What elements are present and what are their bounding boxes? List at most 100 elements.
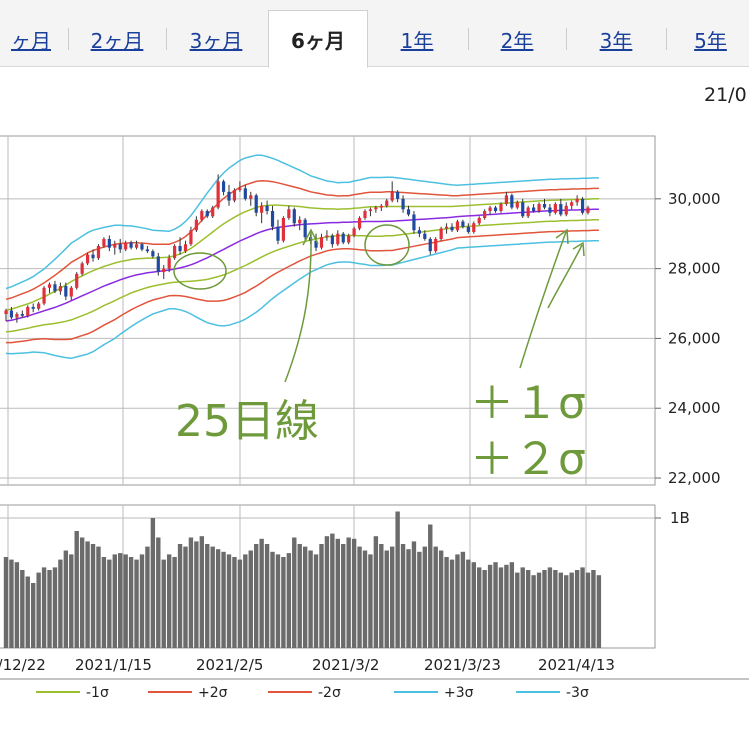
candle-body bbox=[499, 204, 503, 212]
candle-body bbox=[260, 205, 264, 213]
volume-bar bbox=[357, 546, 362, 648]
candle-body bbox=[483, 211, 487, 219]
volume-bar bbox=[536, 572, 542, 648]
candle-body bbox=[553, 204, 557, 213]
volume-bar bbox=[177, 544, 183, 648]
legend-label: +3σ bbox=[444, 685, 474, 701]
candle-body bbox=[281, 218, 286, 241]
candle-body bbox=[352, 228, 356, 236]
candle-body bbox=[521, 202, 525, 217]
volume-bar bbox=[477, 567, 482, 648]
candle-body bbox=[276, 226, 280, 241]
candle-body bbox=[107, 238, 111, 248]
volume-bar bbox=[460, 551, 466, 648]
price-tick-label: 26,000 bbox=[668, 329, 721, 347]
volume-bar bbox=[134, 559, 139, 648]
volume-bar bbox=[58, 559, 63, 648]
period-tabs: ヶ月 2ヶ月 3ヶ月 6ヶ月 1年 2年 3年 5年 bbox=[0, 0, 749, 68]
volume-bars bbox=[3, 511, 602, 648]
volume-bar bbox=[9, 559, 14, 648]
volume-bar bbox=[444, 557, 449, 648]
volume-bar bbox=[107, 559, 112, 648]
candle-body bbox=[124, 242, 128, 250]
volume-bar bbox=[96, 546, 101, 648]
volume-tick-label: 1B bbox=[670, 509, 690, 527]
tab-2-months[interactable]: 2ヶ月 bbox=[90, 28, 144, 53]
volume-bar bbox=[379, 544, 384, 648]
volume-bar bbox=[286, 553, 292, 648]
volume-bar bbox=[254, 544, 259, 648]
candle-body bbox=[336, 233, 340, 245]
tab-separator bbox=[566, 28, 567, 50]
volume-bar bbox=[199, 536, 205, 648]
candle-body bbox=[526, 207, 530, 217]
candlesticks bbox=[4, 174, 590, 323]
candle-body bbox=[243, 188, 247, 199]
candle-body bbox=[140, 244, 144, 250]
volume-bar bbox=[36, 572, 41, 648]
price-tick-label: 22,000 bbox=[668, 469, 721, 487]
tab-1-month[interactable]: ヶ月 bbox=[11, 28, 51, 53]
candle-body bbox=[347, 235, 351, 243]
tab-separator bbox=[166, 28, 167, 50]
volume-bar bbox=[455, 554, 460, 648]
volume-bar bbox=[297, 544, 302, 648]
volume-bar bbox=[248, 550, 253, 648]
tab-1-year[interactable]: 1年 bbox=[400, 28, 434, 53]
tab-3-months[interactable]: 3ヶ月 bbox=[189, 28, 243, 53]
volume-bar bbox=[509, 562, 515, 648]
price-tick-label: 28,000 bbox=[668, 260, 721, 278]
volume-bar bbox=[308, 550, 313, 648]
candle-body bbox=[156, 256, 160, 273]
candle-body bbox=[113, 244, 117, 248]
volume-bar bbox=[128, 557, 134, 648]
volume-bar bbox=[302, 546, 308, 648]
candle-body bbox=[466, 226, 470, 232]
volume-bar bbox=[330, 533, 335, 648]
volume-bar bbox=[281, 557, 286, 648]
candle-body bbox=[238, 188, 242, 191]
minus-2-sigma-line bbox=[6, 229, 599, 344]
x-tick-label: 2021/2/5 bbox=[196, 656, 263, 674]
candle-body bbox=[401, 198, 405, 210]
tab-3-years[interactable]: 3年 bbox=[599, 28, 633, 53]
volume-bar bbox=[232, 557, 237, 648]
annotations: 25日線 ＋１σ＋２σ bbox=[173, 224, 586, 485]
ma25-line bbox=[5, 208, 599, 322]
candle-body bbox=[91, 254, 95, 259]
tab-6-months[interactable]: 6ヶ月 bbox=[268, 10, 368, 68]
x-tick-label: 2021/4/13 bbox=[538, 656, 615, 674]
candle-body bbox=[211, 207, 215, 217]
volume-bar bbox=[25, 576, 30, 648]
candle-body bbox=[472, 223, 476, 232]
candle-body bbox=[412, 214, 416, 231]
arrow-sigma2 bbox=[547, 244, 583, 309]
volume-bar bbox=[20, 570, 25, 648]
legend-label: +2σ bbox=[198, 685, 228, 701]
volume-bar bbox=[422, 546, 428, 648]
candle-body bbox=[265, 205, 269, 212]
volume-bar bbox=[145, 546, 150, 648]
candle-body bbox=[183, 244, 188, 252]
candle-body bbox=[477, 218, 481, 224]
tab-separator bbox=[666, 28, 667, 50]
volume-bar bbox=[205, 544, 210, 648]
volume-bar bbox=[341, 544, 346, 648]
tab-5-years[interactable]: 5年 bbox=[694, 28, 727, 53]
annotation-plus-1-sigma: ＋１σ bbox=[470, 378, 586, 429]
volume-bar bbox=[585, 572, 591, 648]
candle-body bbox=[227, 191, 231, 201]
volume-bar bbox=[449, 559, 455, 648]
volume-bar bbox=[270, 551, 275, 648]
candle-body bbox=[151, 251, 155, 257]
candle-body bbox=[232, 190, 237, 201]
candle-body bbox=[564, 205, 568, 215]
legend-label: -2σ bbox=[318, 685, 341, 701]
tab-2-years[interactable]: 2年 bbox=[500, 28, 534, 53]
volume-bar bbox=[553, 570, 558, 648]
candle-body bbox=[216, 181, 220, 208]
candle-body bbox=[314, 240, 318, 248]
volume-bar bbox=[150, 518, 156, 648]
volume-bar bbox=[498, 567, 504, 648]
